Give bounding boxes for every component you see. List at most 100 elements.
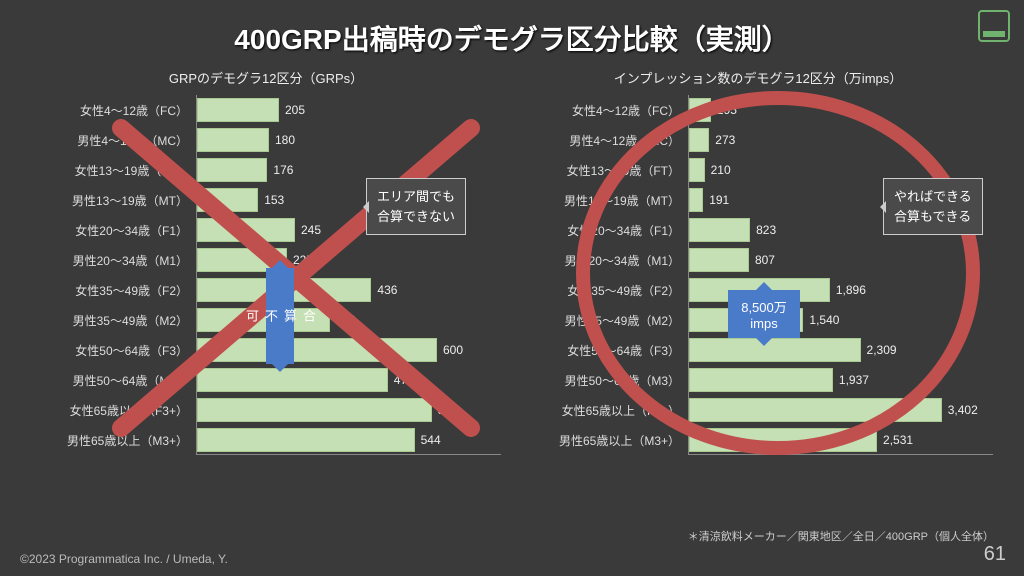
- value-label: 807: [755, 253, 775, 267]
- category-label: 女性65歳以上（F3+）: [523, 402, 688, 419]
- footnote: ＊清涼飲料メーカー／関東地区／全日／400GRP（個人全体）: [688, 528, 994, 544]
- left-callout: エリア間でも 合算できない: [366, 178, 466, 235]
- category-label: 女性4～12歳（FC）: [31, 102, 196, 119]
- value-label: 600: [443, 343, 463, 357]
- page-number: 61: [984, 543, 1006, 566]
- left-chart-title: GRPのデモグラ12区分（GRPs）: [31, 68, 501, 87]
- bar: [689, 158, 705, 182]
- value-label: 225: [293, 253, 313, 267]
- value-label: 2,531: [883, 433, 913, 447]
- bar: [689, 128, 709, 152]
- value-label: 544: [421, 433, 441, 447]
- category-label: 女性20～34歳（F1）: [31, 222, 196, 239]
- category-label: 女性50～64歳（F3）: [31, 342, 196, 359]
- right-chart-title: インプレッション数のデモグラ12区分（万imps）: [523, 68, 993, 87]
- bar: [197, 128, 269, 152]
- chart-row: 女性4～12歳（FC）295: [523, 95, 993, 125]
- bar: [197, 218, 295, 242]
- bar: [689, 248, 749, 272]
- left-arrow-label: 合 算 不 可: [266, 268, 294, 364]
- category-label: 男性65歳以上（M3+）: [31, 432, 196, 449]
- value-label: 1,896: [836, 283, 866, 297]
- right-chart: インプレッション数のデモグラ12区分（万imps） 女性4～12歳（FC）295…: [523, 68, 993, 455]
- value-label: 436: [377, 283, 397, 297]
- bar-area: 3,402: [688, 395, 993, 425]
- category-label: 男性20～34歳（M1）: [523, 252, 688, 269]
- bar-area: 180: [196, 125, 501, 155]
- bar-area: 295: [688, 95, 993, 125]
- bar: [197, 158, 267, 182]
- value-label: 205: [285, 103, 305, 117]
- category-label: 女性13～19歳（FT）: [523, 162, 688, 179]
- category-label: 男性50～64歳（M3）: [523, 372, 688, 389]
- value-label: 245: [301, 223, 321, 237]
- bar: [197, 428, 415, 452]
- bar: [197, 98, 279, 122]
- right-arrow-label: 8,500万 imps: [728, 290, 800, 338]
- value-label: 180: [275, 133, 295, 147]
- category-label: 男性20～34歳（M1）: [31, 252, 196, 269]
- category-label: 男性4～12歳（MC）: [523, 132, 688, 149]
- bar-area: 807: [688, 245, 993, 275]
- bar-area: 436: [196, 275, 501, 305]
- category-label: 女性4～12歳（FC）: [523, 102, 688, 119]
- chart-row: 男性4～12歳（MC） 180: [31, 125, 501, 155]
- page-title: 400GRP出稿時のデモグラ区分比較（実測）: [0, 0, 1024, 68]
- bar: [689, 368, 833, 392]
- bar: [197, 398, 432, 422]
- bar-area: 477: [196, 365, 501, 395]
- category-label: 男性13～19歳（MT）: [31, 192, 196, 209]
- bar-area: 1,937: [688, 365, 993, 395]
- value-label: 1,540: [809, 313, 839, 327]
- category-label: 女性50～64歳（F3）: [523, 342, 688, 359]
- bar: [689, 398, 942, 422]
- bar-area: 205: [196, 95, 501, 125]
- category-label: 女性13～19歳（FT）: [31, 162, 196, 179]
- category-label: 女性20～34歳（F1）: [523, 222, 688, 239]
- logo-icon: [978, 10, 1010, 42]
- value-label: 332: [336, 313, 356, 327]
- chart-row: 男性4～12歳（MC） 273: [523, 125, 993, 155]
- value-label: 823: [756, 223, 776, 237]
- chart-row: 女性65歳以上（F3+） 587: [31, 395, 501, 425]
- left-chart: GRPのデモグラ12区分（GRPs） 女性4～12歳（FC） 205 男性4～12歳…: [31, 68, 501, 455]
- chart-row: 女性4～12歳（FC） 205: [31, 95, 501, 125]
- value-label: 210: [711, 163, 731, 177]
- category-label: 女性65歳以上（F3+）: [31, 402, 196, 419]
- value-label: 587: [438, 403, 458, 417]
- category-label: 男性65歳以上（M3+）: [523, 432, 688, 449]
- bar-area: 587: [196, 395, 501, 425]
- category-label: 男性35～49歳（M2）: [523, 312, 688, 329]
- bar: [689, 218, 750, 242]
- bar-area: 600: [196, 335, 501, 365]
- bar-area: 2,531: [688, 425, 993, 455]
- bar-area: 225: [196, 245, 501, 275]
- bar-area: 2,309: [688, 335, 993, 365]
- category-label: 女性35～49歳（F2）: [31, 282, 196, 299]
- value-label: 477: [394, 373, 414, 387]
- category-label: 男性4～12歳（MC）: [31, 132, 196, 149]
- category-label: 男性50～64歳（M3）: [31, 372, 196, 389]
- value-label: 2,309: [867, 343, 897, 357]
- chart-row: 男性65歳以上（M3+） 544: [31, 425, 501, 455]
- charts-container: GRPのデモグラ12区分（GRPs） 女性4～12歳（FC） 205 男性4～12歳…: [0, 68, 1024, 455]
- bar: [689, 428, 877, 452]
- category-label: 女性35～49歳（F2）: [523, 282, 688, 299]
- value-label: 3,402: [948, 403, 978, 417]
- value-label: 273: [715, 133, 735, 147]
- chart-row: 男性50～64歳（M3） 1,937: [523, 365, 993, 395]
- value-label: 176: [273, 163, 293, 177]
- bar: [689, 98, 711, 122]
- value-label: 153: [264, 193, 284, 207]
- value-label: 1,937: [839, 373, 869, 387]
- bar: [197, 338, 437, 362]
- bar-area: 273: [688, 125, 993, 155]
- category-label: 男性13～19歳（MT）: [523, 192, 688, 209]
- value-label: 191: [709, 193, 729, 207]
- bar-area: 544: [196, 425, 501, 455]
- chart-row: 男性65歳以上（M3+） 2,531: [523, 425, 993, 455]
- right-callout: やればできる 合算もできる: [883, 178, 983, 235]
- bar: [689, 188, 703, 212]
- category-label: 男性35～49歳（M2）: [31, 312, 196, 329]
- copyright: ©2023 Programmatica Inc. / Umeda, Y.: [20, 552, 228, 566]
